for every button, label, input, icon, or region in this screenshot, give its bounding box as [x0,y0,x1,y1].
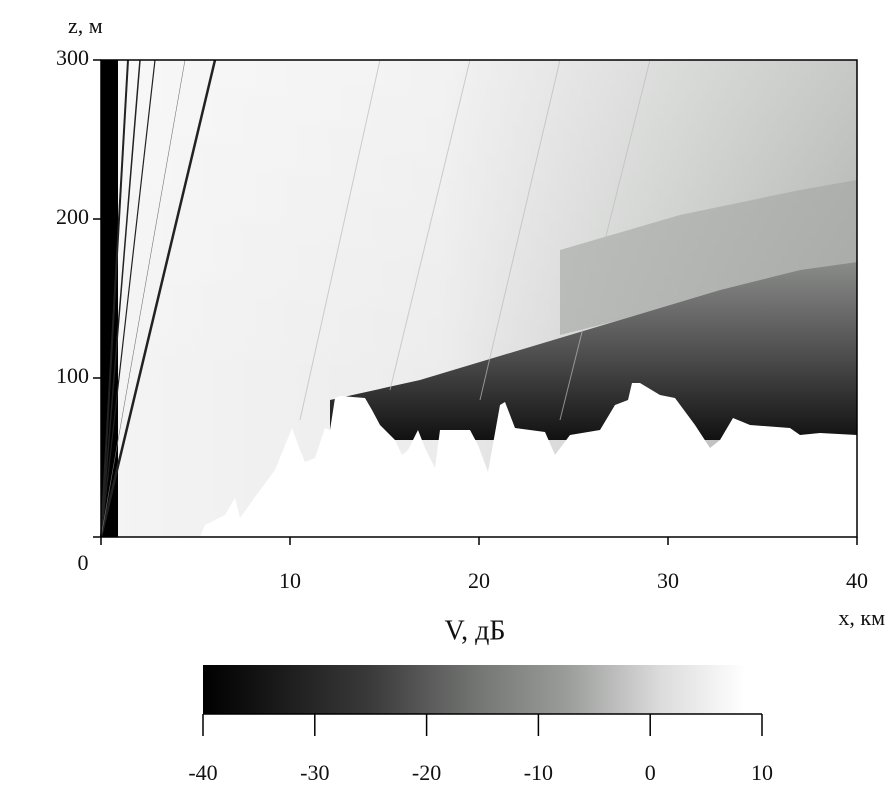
colorbar-title: V, дБ [445,615,506,646]
x-tick-label: 0 [78,550,89,575]
y-tick-label: 100 [56,363,89,388]
heatmap-field [99,59,858,538]
x-tick-label: 30 [657,568,679,593]
colorbar [203,665,762,714]
x-tick-label: 20 [468,568,490,593]
x-tick-label: 10 [279,568,301,593]
x-axis-label: x, км [838,605,885,630]
y-axis-label: z, м [68,13,103,38]
colorbar-tick-label: -20 [412,760,441,785]
y-tick-label: 200 [56,204,89,229]
x-tick-label: 40 [846,568,868,593]
colorbar-tick-label: 0 [645,760,656,785]
colorbar-tick-label: -30 [300,760,329,785]
colorbar-tick-label: -10 [524,760,553,785]
y-tick-label: 300 [56,45,89,70]
colorbar-tick-label: 10 [751,760,773,785]
colorbar-tick-label: -40 [188,760,217,785]
